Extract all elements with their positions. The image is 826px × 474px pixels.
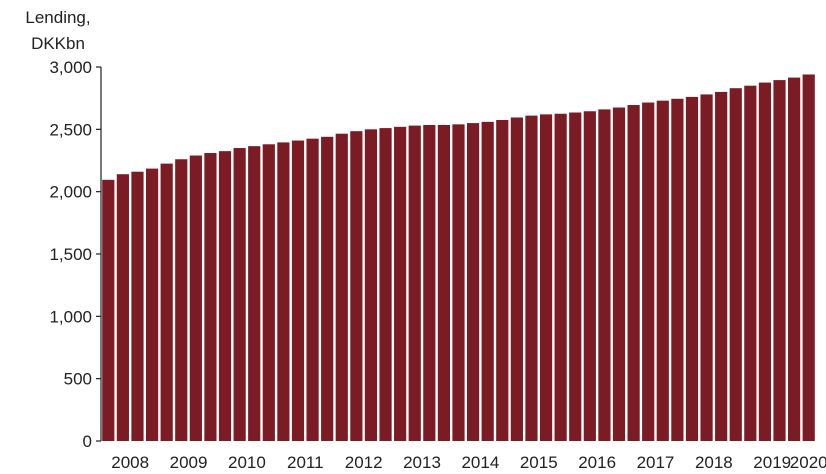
x-tick-label: 2015 [520,453,558,472]
bar [175,159,188,441]
bar [321,136,334,441]
bar [189,155,202,441]
bar [481,121,494,441]
x-tick-label: 2018 [695,453,733,472]
bar [802,74,815,441]
bar [291,140,305,442]
x-tick-label: 2017 [637,453,675,472]
bar [554,113,567,441]
bar [656,100,669,441]
x-tick-label: 2010 [228,453,266,472]
x-tick-label: 2019 [753,453,791,472]
bar [467,123,480,441]
bar [685,96,699,442]
bar [364,129,378,441]
x-tick-label: 2009 [170,453,208,472]
bar [350,131,363,441]
bar [218,151,232,441]
bar [510,117,523,442]
x-tick-label: 2016 [578,453,616,472]
bar [671,98,684,441]
bar [715,91,728,442]
x-tick-label: 2020 [790,453,826,472]
bar [788,77,801,441]
x-tick-label: 2011 [287,453,324,472]
bar [539,114,553,442]
bar [569,112,582,441]
x-tick-label: 2014 [461,453,499,472]
y-tick-label: 1,500 [49,245,92,264]
y-tick-label: 0 [83,432,92,451]
bar [145,168,159,441]
y-axis-label-line-1: Lending, [25,8,90,27]
bar [277,142,290,442]
bar-series [102,74,815,442]
bar [306,138,319,441]
y-tick-label: 2,000 [49,183,92,202]
bar [642,102,655,441]
bar [700,94,713,442]
y-tick-label: 3,000 [49,58,92,77]
bar [335,133,348,441]
bar [612,107,626,442]
bar [583,111,596,441]
x-axis-ticks: 2008 2009 2010 2011 2012 2013 2014 2015 2016 2017… [111,453,826,472]
bar [496,119,509,441]
bar [131,171,144,441]
bar [408,125,421,441]
bar [233,148,246,441]
bar [379,128,392,441]
y-tick-label: 500 [64,370,92,389]
y-axis-ticks: 0 500 1,000 1,500 2,000 2,500 3,000 [49,58,101,451]
bar [598,109,611,441]
bar [394,126,407,441]
bar [744,85,757,441]
bar [627,105,640,442]
bar [248,146,261,441]
bar [262,144,275,442]
bar [758,82,772,441]
bar [452,124,465,441]
x-tick-label: 2012 [345,453,383,472]
bar [437,124,450,441]
bar [525,115,538,442]
y-axis-label-line-2: DKKbn [31,34,85,53]
bar [773,80,786,441]
x-tick-label: 2013 [403,453,441,472]
y-tick-label: 2,500 [49,120,92,139]
bar [423,124,436,441]
y-tick-label: 1,000 [49,307,92,326]
bar [204,153,217,441]
x-tick-label: 2008 [111,453,149,472]
bar [160,163,173,441]
bar [729,88,742,441]
bar [102,179,115,441]
bar [116,174,129,441]
